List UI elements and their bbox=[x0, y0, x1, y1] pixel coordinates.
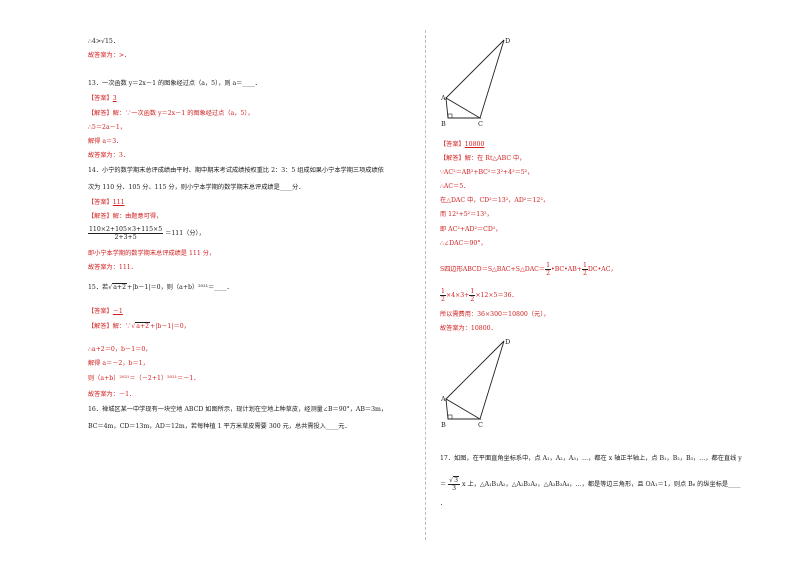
q16-line10: 所以需费用：36×300＝10800（元）， bbox=[440, 311, 550, 318]
q17-text-3: ． bbox=[440, 500, 447, 507]
q16-line5: 而 12²+5²＝13²， bbox=[440, 211, 493, 218]
prev-answer: 故答案为：>． bbox=[88, 52, 131, 59]
label-a: A bbox=[440, 94, 446, 102]
q15-final: 故答案为：－1． bbox=[88, 391, 136, 398]
q15-text: 15．若√a+2+|b－1|＝0，则（a+b）²⁰²¹＝____． bbox=[88, 283, 233, 291]
column-divider bbox=[425, 30, 426, 540]
q16-text-1: 16．禅城区某一中学现有一块空地 ABCD 如图所示，现计划在空地上种草皮，经测… bbox=[88, 406, 388, 413]
q16-final: 故答案为：10800． bbox=[440, 325, 497, 332]
q14-fraction: 110×2+105×3+115×5 2+3+5 bbox=[88, 226, 164, 241]
q16-line4: 在△DAC 中，CD²＝13²，AD²＝12²， bbox=[440, 197, 549, 204]
q17-equation-line: ＝ √3 3 x 上，△A₁B₁A₂，△A₂B₂A₃，△A₃B₃A₄，…，都是等边… bbox=[440, 476, 741, 492]
q13-text: 13．一次函数 y＝2x－1 的图象经过点（a，5），则 a＝____． bbox=[88, 80, 261, 87]
q15-answer: 【答案】－1 bbox=[88, 308, 123, 315]
svg-text:C: C bbox=[478, 421, 483, 429]
q13-final: 故答案为：3． bbox=[88, 152, 130, 159]
label-b: B bbox=[441, 120, 446, 128]
q14-final: 故答案为：111． bbox=[88, 264, 137, 271]
q14-answer: 【答案】111 bbox=[88, 199, 125, 206]
q16-text-2: BC＝4m，CD＝13m，AD＝12m，若每种植 1 平方米草皮需要 300 元… bbox=[88, 423, 351, 430]
q14-fraction-line: 110×2+105×3+115×5 2+3+5 ＝111（分）， bbox=[88, 226, 205, 241]
quadrilateral-figure-bottom: A B C D bbox=[440, 338, 510, 429]
q16-line2: ∵AC²＝AB²+BC²＝3²+4²＝5²， bbox=[440, 169, 534, 176]
q16-answer: 【答案】10800 bbox=[440, 141, 485, 148]
label-d: D bbox=[505, 37, 510, 45]
q13-analysis: 【解答】解：∵一次函数 y＝2x－1 的图象经过点（a，5）， bbox=[88, 110, 254, 117]
q16-area-calc: 1 2 ×4×3+ 1 2 ×12×5＝36． bbox=[440, 288, 518, 303]
q17-text-1: 17．如图，在平面直角坐标系中，点 A₁，A₂，A₃，…，都在 x 轴正半轴上，… bbox=[440, 455, 742, 462]
q16-line7: ∴∠DAC＝90°， bbox=[440, 240, 487, 247]
svg-text:D: D bbox=[505, 338, 510, 346]
quadrilateral-figure-top: A B C D bbox=[440, 37, 510, 128]
q13-line3: 解得 a＝3． bbox=[88, 138, 123, 145]
q14-text-2: 次为 110 分、105 分、115 分，则小宁本学期的数学期末总评成绩是___… bbox=[88, 184, 305, 191]
q15-line4: 则（a+b）²⁰²¹＝（－2+1）²⁰²¹＝－1． bbox=[88, 375, 200, 382]
q14-text-1: 14．小宁的数学期末总评成绩由平时、期中期末考试成绩按权重比 2：3：5 组成如… bbox=[88, 167, 384, 174]
q13-answer: 【答案】3 bbox=[88, 95, 117, 102]
svg-text:B: B bbox=[441, 421, 446, 429]
q13-answer-value: 3 bbox=[112, 95, 117, 102]
q15-line3: 解得 a＝－2，b＝1， bbox=[88, 360, 149, 367]
q14-analysis: 【解答】解：由题意可得， bbox=[88, 213, 163, 220]
svg-text:A: A bbox=[440, 395, 446, 403]
label-c: C bbox=[478, 120, 483, 128]
q15-analysis: 【解答】解：∵√a+2+|b－1|＝0， bbox=[88, 322, 190, 330]
q14-line3: 即小宁本学期的数学期末总评成绩是 111 分， bbox=[88, 250, 216, 257]
q15-line2: ∴a+2＝0，b－1＝0， bbox=[88, 346, 152, 353]
q13-line2: ∴5＝2a－1， bbox=[88, 124, 126, 131]
q16-area-line: S四边形ABCD＝S△BAC+S△DAC＝ 1 2 •BC•AB+ 1 2 DC•AC， bbox=[440, 262, 617, 277]
q16-analysis: 【解答】解：在 Rt△ABC 中， bbox=[440, 155, 526, 162]
conclusion-line: ∴4>√15． bbox=[88, 38, 120, 45]
q16-line6: 即 AC²+AD²＝CD²， bbox=[440, 226, 502, 233]
q16-line3: ∴AC＝5． bbox=[440, 183, 470, 190]
